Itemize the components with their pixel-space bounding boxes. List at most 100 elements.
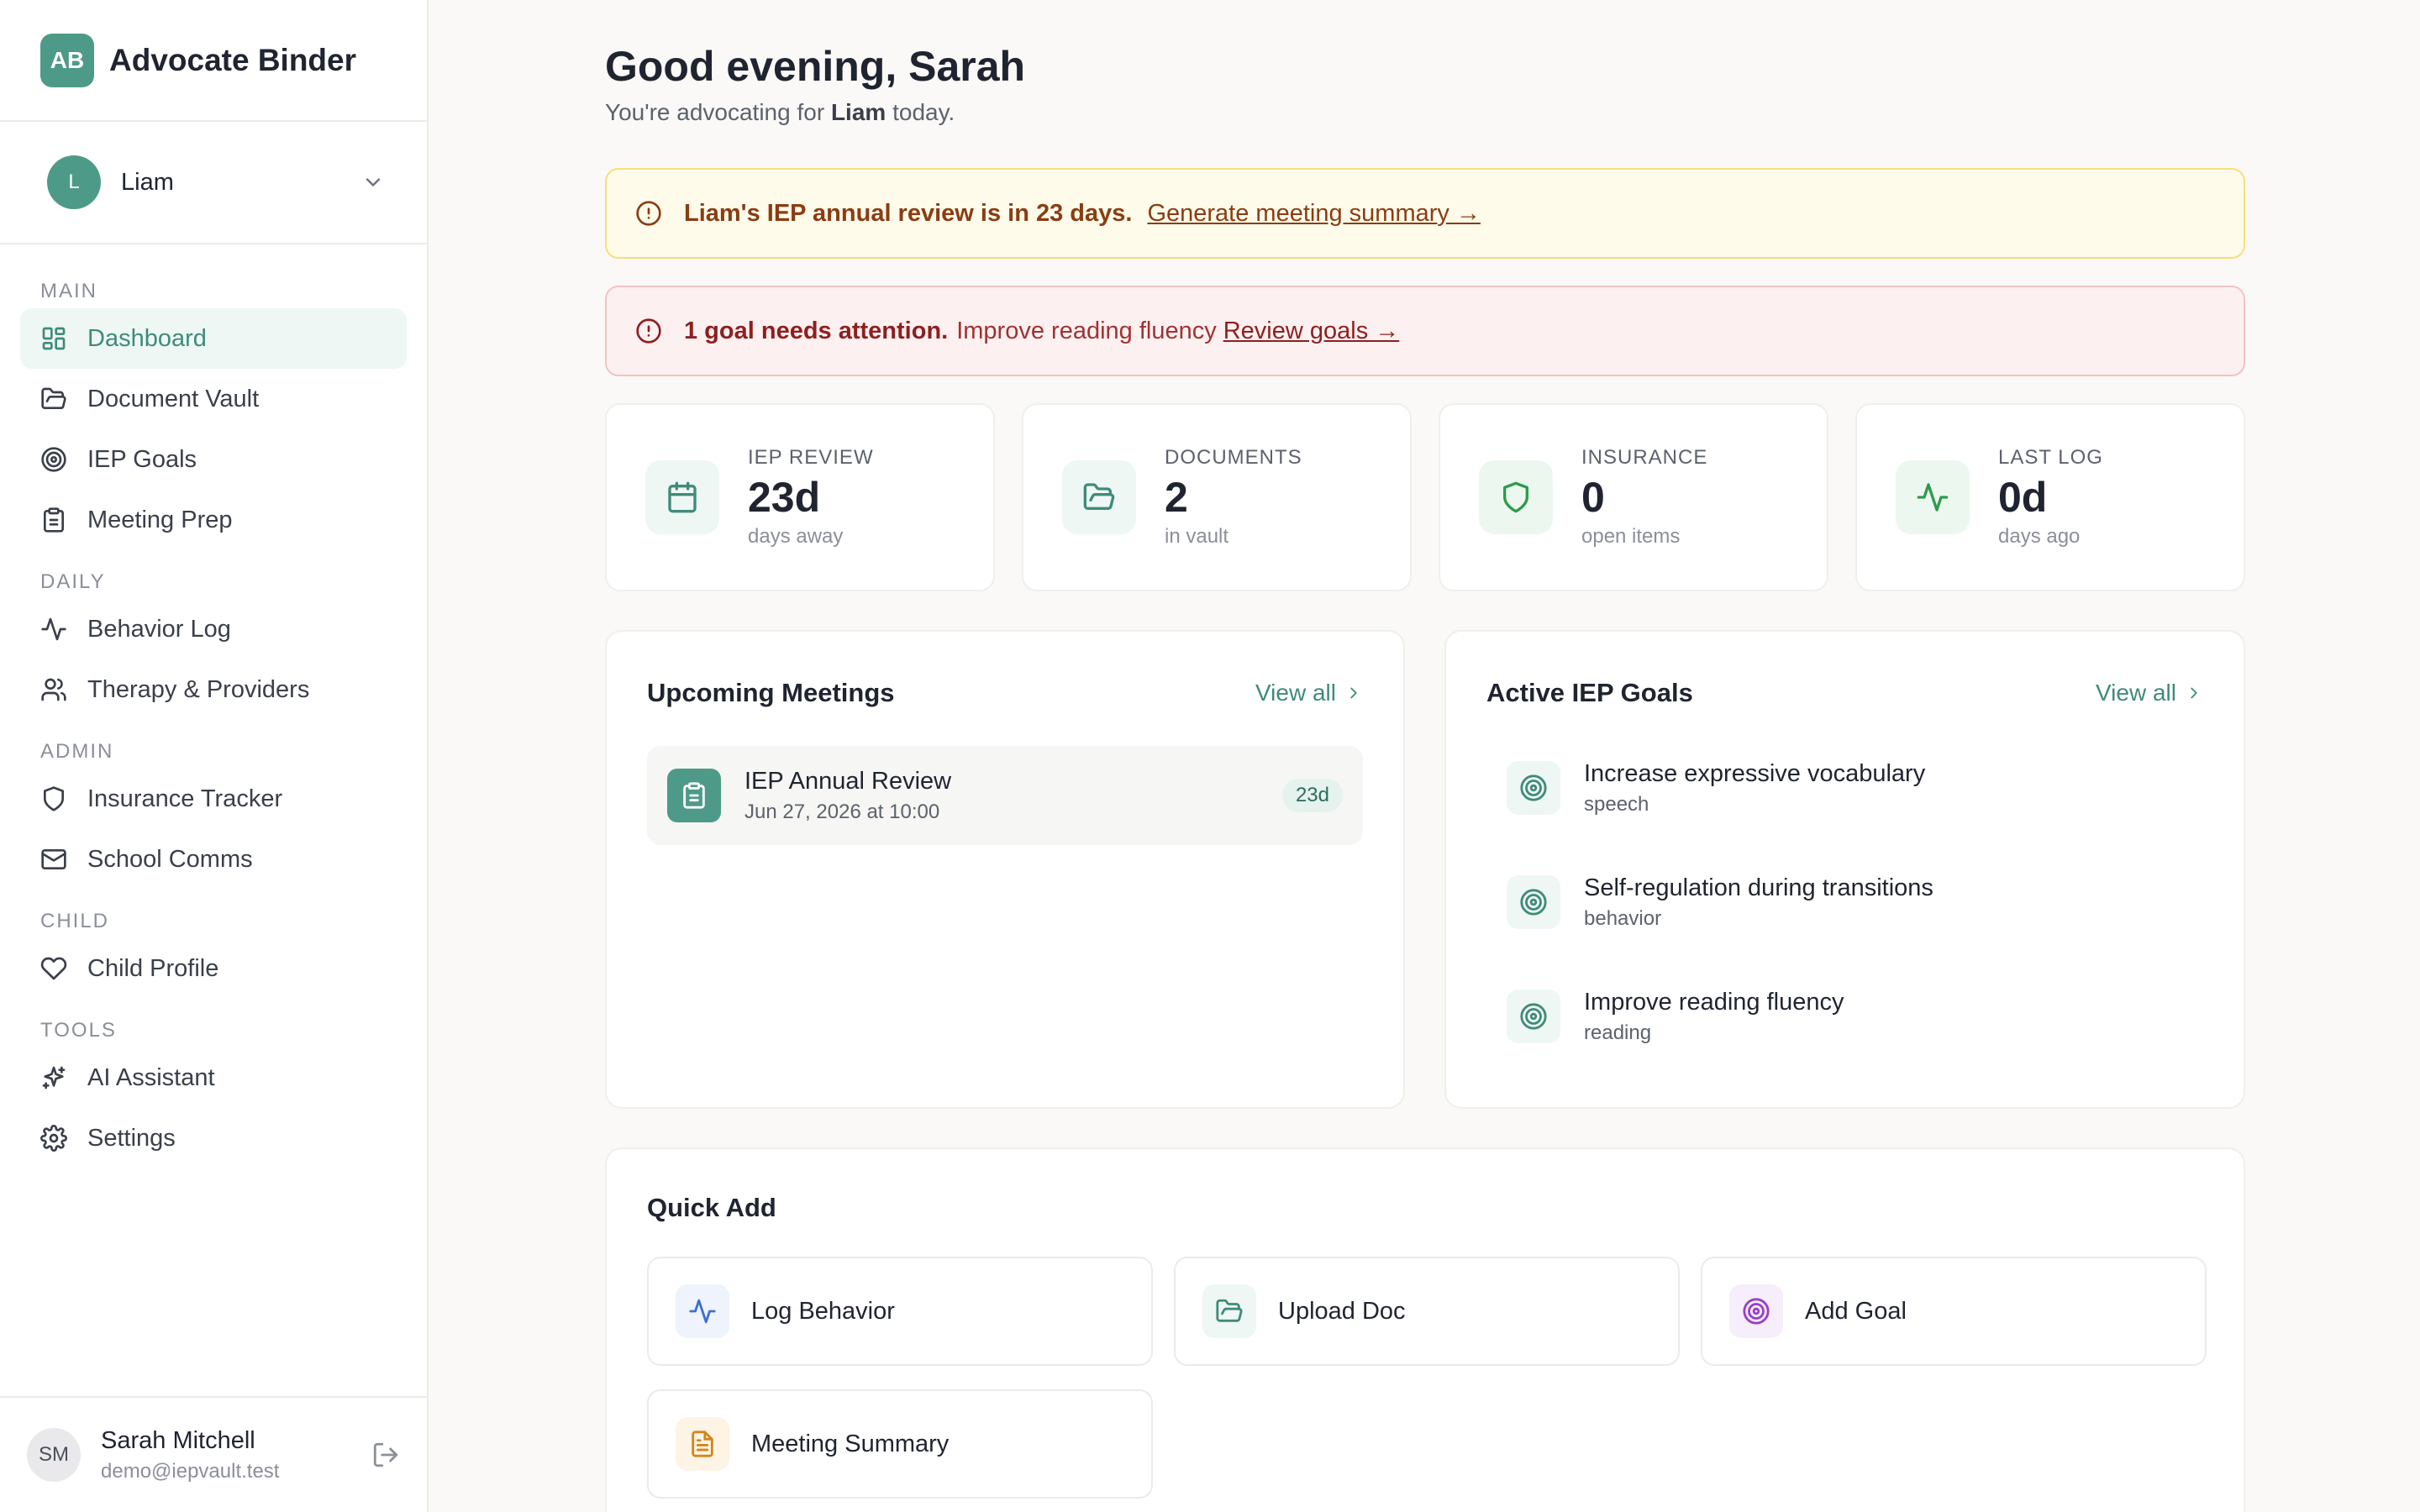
upload-doc-button[interactable]: Upload Doc xyxy=(1174,1257,1680,1366)
meeting-icon-box xyxy=(667,769,721,822)
review-alert-text: Liam's IEP annual review is in 23 days. xyxy=(684,199,1133,227)
sidebar-item-behavior-log[interactable]: Behavior Log xyxy=(20,599,407,659)
active-goals-card: Active IEP Goals View all Increase expre… xyxy=(1444,630,2245,1109)
users-icon xyxy=(41,678,66,701)
target-icon xyxy=(1520,889,1547,916)
sidebar-item-school-comms[interactable]: School Comms xyxy=(20,829,407,890)
goal-icon-box xyxy=(1507,990,1560,1043)
stat-value: 2 xyxy=(1165,474,1188,521)
quick-label: Meeting Summary xyxy=(751,1430,950,1457)
goal-icon-box xyxy=(1507,761,1560,815)
sidebar-item-child-profile[interactable]: Child Profile xyxy=(20,938,407,999)
sidebar-item-label: IEP Goals xyxy=(87,445,197,473)
activity-icon xyxy=(1917,483,1949,512)
stat-card-insurance[interactable]: INSURANCE 0 open items xyxy=(1439,403,1828,591)
quick-label: Log Behavior xyxy=(751,1297,895,1325)
sidebar-item-insurance-tracker[interactable]: Insurance Tracker xyxy=(20,769,407,829)
quick-icon-box xyxy=(676,1417,729,1471)
mail-icon xyxy=(41,849,66,869)
folder-icon xyxy=(1083,483,1115,510)
log-behavior-button[interactable]: Log Behavior xyxy=(647,1257,1153,1366)
dashboard-icon xyxy=(42,327,66,350)
sidebar-item-label: Insurance Tracker xyxy=(87,785,283,812)
list-item[interactable]: Improve reading fluency reading xyxy=(1486,959,2203,1074)
goal-info: Improve reading fluency reading xyxy=(1584,989,1844,1045)
user-info: Sarah Mitchell demo@iepvault.test xyxy=(101,1427,371,1483)
clipboard-icon xyxy=(683,782,705,809)
stat-card-iep-review[interactable]: IEP REVIEW 23d days away xyxy=(605,403,995,591)
logout-icon[interactable] xyxy=(371,1441,400,1469)
goal-icon-box xyxy=(1507,875,1560,929)
page-subtitle: You're advocating for Liam today. xyxy=(605,99,2245,126)
nav-section-tools: TOOLS xyxy=(40,1019,117,1042)
sidebar-item-therapy-providers[interactable]: Therapy & Providers xyxy=(20,659,407,720)
goal-category: behavior xyxy=(1584,906,1662,930)
view-all-label: View all xyxy=(2096,680,2176,706)
stat-sub: in vault xyxy=(1165,525,1229,548)
sidebar-item-label: Meeting Prep xyxy=(87,506,233,533)
list-item[interactable]: IEP Annual Review Jun 27, 2026 at 10:00 … xyxy=(647,746,1363,845)
card-title: Upcoming Meetings xyxy=(647,678,895,707)
stat-value: 0d xyxy=(1998,474,2048,521)
avatar: SM xyxy=(27,1428,81,1482)
shield-icon xyxy=(44,786,64,811)
sidebar-item-document-vault[interactable]: Document Vault xyxy=(20,369,407,429)
stat-text: LAST LOG 0d days ago xyxy=(1998,446,2103,549)
goals-alert: 1 goal needs attention. Improve reading … xyxy=(605,286,2245,376)
generate-summary-link[interactable]: Generate meeting summary → xyxy=(1147,199,1481,227)
stat-card-last-log[interactable]: LAST LOG 0d days ago xyxy=(1855,403,2245,591)
sidebar: AB Advocate Binder L Liam MAIN Dashboard… xyxy=(0,0,429,1512)
sidebar-item-meeting-prep[interactable]: Meeting Prep xyxy=(20,490,407,550)
brand-logo: AB xyxy=(40,33,94,87)
quick-add-grid: Log Behavior Upload Doc Add Goal Meeting… xyxy=(647,1257,2207,1499)
stat-card-documents[interactable]: DOCUMENTS 2 in vault xyxy=(1022,403,1412,591)
stat-value: 23d xyxy=(748,474,821,521)
stats-row: IEP REVIEW 23d days away DOCUMENTS 2 in … xyxy=(605,403,2245,591)
activity-icon xyxy=(689,1299,716,1324)
list-item[interactable]: Self-regulation during transitions behav… xyxy=(1486,845,2203,959)
review-goals-link[interactable]: Review goals → xyxy=(1223,317,1400,344)
child-name: Liam xyxy=(121,168,174,196)
view-all-meetings-link[interactable]: View all xyxy=(1255,680,1363,706)
target-icon xyxy=(41,447,66,472)
quick-add-card: Quick Add Log Behavior Upload Doc Add Go… xyxy=(605,1147,2245,1512)
stat-label: INSURANCE xyxy=(1581,446,1708,469)
stat-label: DOCUMENTS xyxy=(1165,446,1302,469)
meeting-date: Jun 27, 2026 at 10:00 xyxy=(744,800,940,823)
sidebar-item-iep-goals[interactable]: IEP Goals xyxy=(20,429,407,490)
stat-icon-box xyxy=(1479,460,1553,534)
goals-list: Increase expressive vocabulary speech Se… xyxy=(1486,731,2203,1074)
stat-icon-box xyxy=(1062,460,1136,534)
sidebar-item-settings[interactable]: Settings xyxy=(20,1108,407,1168)
card-header: Active IEP Goals View all xyxy=(1486,672,2203,714)
goal-title: Increase expressive vocabulary xyxy=(1584,759,1926,787)
chevron-right-icon xyxy=(1350,687,1357,699)
goal-category: speech xyxy=(1584,792,1649,816)
nav-section-main: MAIN xyxy=(40,280,97,302)
sidebar-item-label: AI Assistant xyxy=(87,1063,215,1091)
brand[interactable]: AB Advocate Binder xyxy=(0,0,427,122)
goals-alert-strong: 1 goal needs attention. xyxy=(684,317,949,344)
nav-section-child: CHILD xyxy=(40,910,110,932)
child-avatar: L xyxy=(47,155,101,209)
sidebar-item-label: Settings xyxy=(87,1124,176,1152)
user-email: demo@iepvault.test xyxy=(101,1459,280,1483)
sidebar-item-dashboard[interactable]: Dashboard xyxy=(20,308,407,369)
add-goal-button[interactable]: Add Goal xyxy=(1701,1257,2207,1366)
nav-section-daily: DAILY xyxy=(40,570,106,593)
status-badge: 23d xyxy=(1281,779,1343,812)
sidebar-item-label: Behavior Log xyxy=(87,615,231,643)
brand-name: Advocate Binder xyxy=(109,42,357,77)
stat-label: LAST LOG xyxy=(1998,446,2103,469)
target-icon xyxy=(1743,1298,1770,1325)
view-all-goals-link[interactable]: View all xyxy=(2096,680,2203,706)
quick-label: Upload Doc xyxy=(1278,1297,1406,1325)
stat-icon-box xyxy=(1896,460,1970,534)
child-selector[interactable]: L Liam xyxy=(0,122,427,244)
quick-icon-box xyxy=(1202,1284,1256,1338)
alert-circle-icon xyxy=(636,201,661,226)
clipboard-icon xyxy=(44,507,64,533)
list-item[interactable]: Increase expressive vocabulary speech xyxy=(1486,731,2203,845)
sidebar-item-ai-assistant[interactable]: AI Assistant xyxy=(20,1047,407,1108)
meeting-summary-button[interactable]: Meeting Summary xyxy=(647,1389,1153,1499)
